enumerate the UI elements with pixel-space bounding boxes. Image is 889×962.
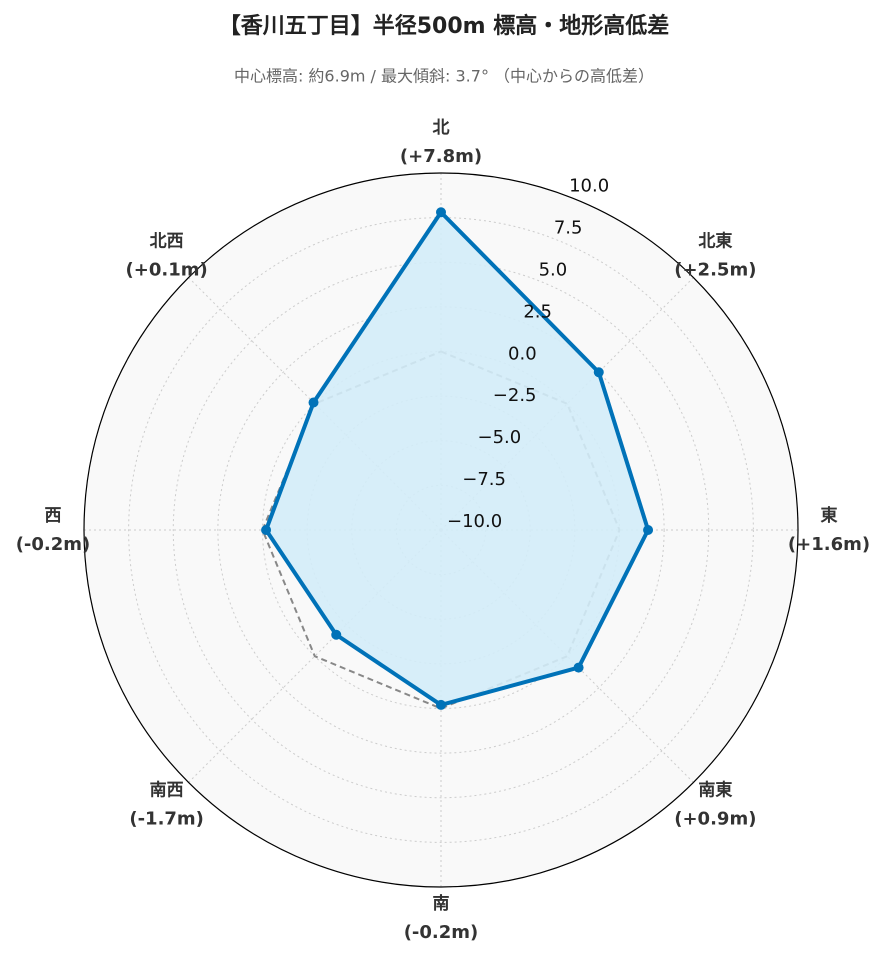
radial-tick-label: −7.5 (462, 469, 506, 490)
value-label: (+0.9m) (674, 808, 756, 829)
category-label: 東 (821, 505, 838, 526)
radial-tick-label: 0.0 (508, 343, 537, 364)
marker (436, 207, 446, 218)
category-label: 南 (433, 893, 450, 914)
category-label: 北 (433, 118, 450, 138)
category-label: 北西 (150, 232, 184, 252)
radial-tick-label: 5.0 (539, 259, 568, 280)
chart-title: 【香川五丁目】半径500m 標高・地形高低差 (219, 13, 670, 39)
radial-tick-label: 2.5 (523, 301, 552, 322)
radial-tick-label: 7.5 (554, 217, 583, 238)
value-label: (+7.8m) (400, 146, 482, 167)
value-label: (-1.7m) (129, 808, 204, 829)
marker (331, 629, 342, 640)
marker (593, 367, 604, 378)
category-label: 南東 (698, 779, 732, 800)
category-label: 北東 (698, 231, 732, 252)
value-label: (-0.2m) (16, 534, 91, 555)
marker (573, 662, 584, 673)
value-label: (+0.1m) (126, 260, 208, 281)
outer-circle (83, 172, 799, 888)
radial-tick-label: −2.5 (493, 385, 537, 406)
category-label: 西 (45, 506, 62, 526)
value-label: (+1.6m) (788, 534, 870, 555)
category-label: 南西 (150, 779, 184, 800)
radial-tick-label: −5.0 (478, 427, 522, 448)
chart-subtitle: 中心標高: 約6.9m / 最大傾斜: 3.7° （中心からの高低差） (234, 67, 654, 86)
radial-tick-label: −10.0 (447, 511, 502, 532)
value-label: (+2.5m) (674, 260, 756, 281)
marker (436, 699, 446, 710)
radial-tick-label: 10.0 (569, 176, 609, 197)
marker (308, 397, 319, 408)
marker (261, 525, 272, 535)
marker (643, 525, 654, 535)
value-label: (-0.2m) (404, 922, 479, 943)
